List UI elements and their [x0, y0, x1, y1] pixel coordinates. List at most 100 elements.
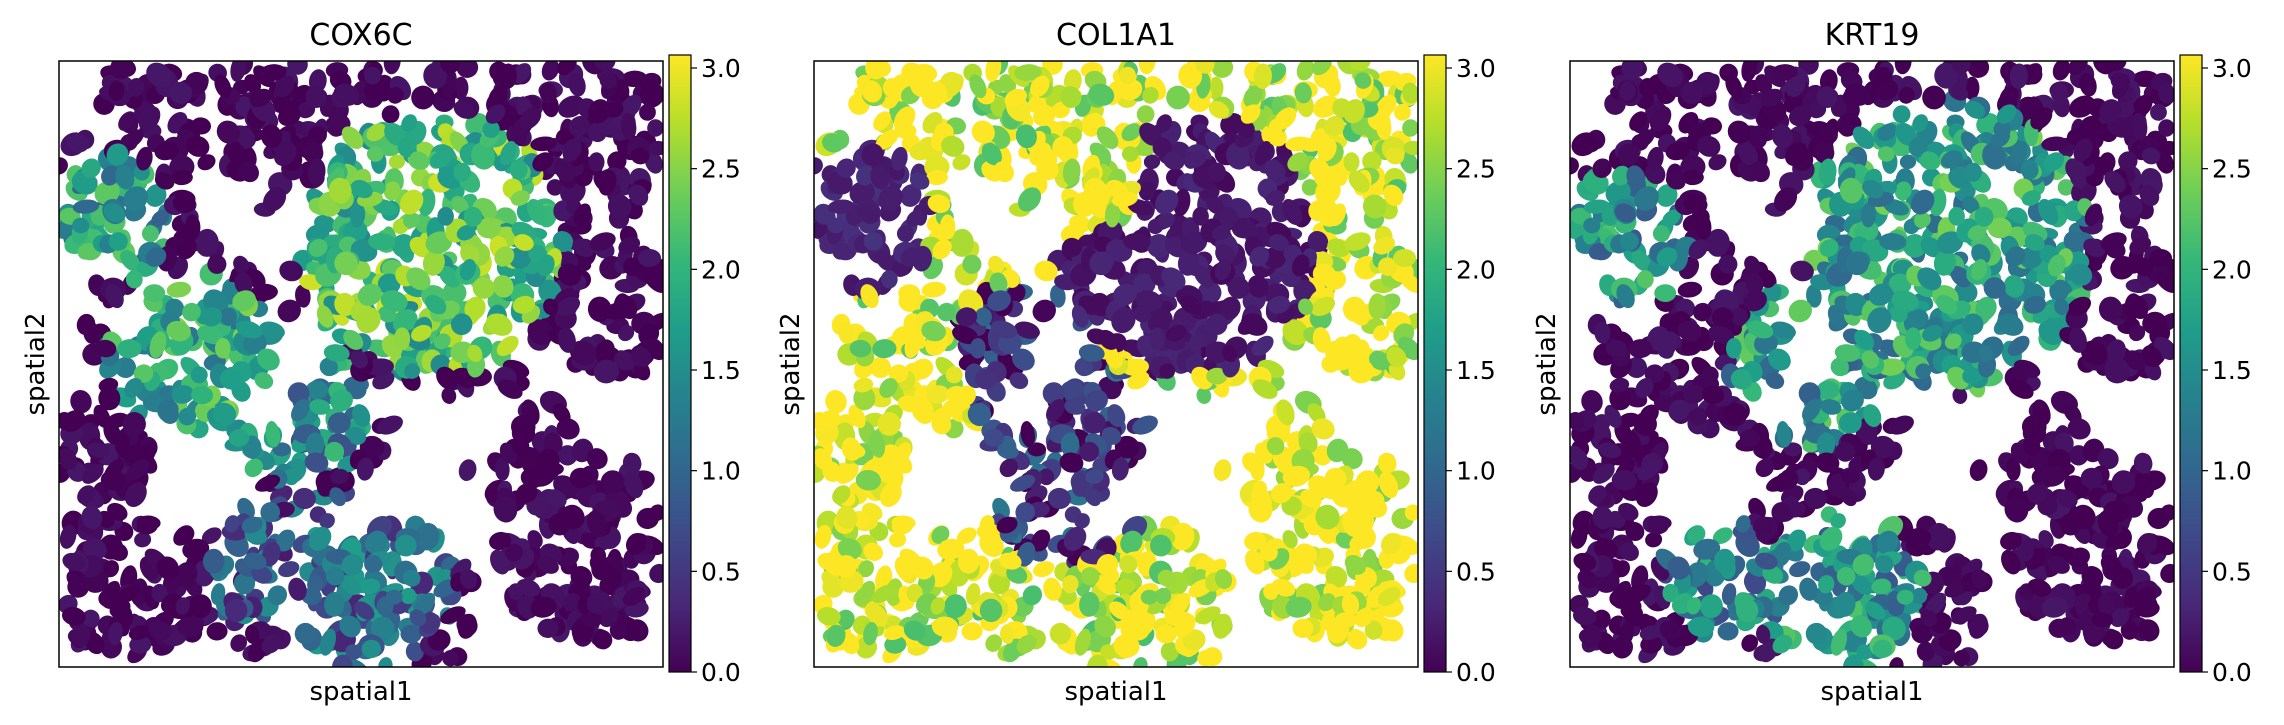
cell-point	[969, 337, 986, 359]
cell-point	[921, 281, 947, 298]
cell-point	[245, 625, 260, 644]
cell-point	[1583, 199, 1611, 214]
cell-point	[1755, 458, 1775, 478]
cell-point	[1373, 236, 1396, 255]
cell-point	[1841, 389, 1864, 412]
cell-point	[858, 560, 875, 578]
cell-point	[1015, 502, 1035, 523]
cell-point	[2052, 61, 2071, 81]
colorbar-tick-label: 1.0	[2212, 457, 2252, 486]
cell-point	[893, 106, 916, 132]
cell-point	[2038, 199, 2059, 226]
cell-point	[1631, 249, 1652, 272]
cell-point	[1870, 435, 1896, 459]
cell-point	[838, 321, 855, 344]
cell-point	[1211, 61, 1234, 78]
cell-point	[1593, 538, 1618, 560]
cell-point	[2047, 254, 2066, 277]
cell-point	[879, 378, 898, 398]
cell-point	[1933, 249, 1956, 276]
cell-point	[200, 307, 223, 327]
cell-point	[425, 231, 453, 254]
cell-point	[630, 147, 650, 165]
cell-point	[623, 471, 644, 499]
cell-point	[1875, 66, 1892, 85]
cell-point	[2099, 152, 2116, 172]
cell-point	[108, 80, 125, 102]
cell-point	[136, 518, 158, 535]
cell-point	[1096, 554, 1119, 576]
cell-point	[1867, 307, 1892, 334]
cell-point	[1016, 634, 1037, 654]
cell-point	[260, 124, 282, 149]
cell-point	[1403, 140, 1418, 156]
cell-point	[1121, 146, 1139, 162]
cell-point	[1071, 473, 1090, 497]
cell-point	[2131, 113, 2148, 141]
cell-point	[441, 387, 457, 405]
cell-point	[1263, 246, 1287, 269]
cell-point	[1721, 583, 1737, 606]
cell-point	[1964, 162, 1982, 182]
cell-point	[1328, 203, 1347, 227]
x-axis-label: spatial1	[309, 677, 412, 707]
cell-point	[931, 616, 959, 637]
cell-point	[397, 137, 417, 158]
cell-point	[1042, 61, 1063, 75]
cell-point	[230, 61, 247, 82]
cell-point	[1010, 474, 1036, 492]
cell-point	[1078, 344, 1105, 362]
cell-point	[1660, 331, 1678, 359]
cell-point	[2124, 293, 2142, 320]
cell-point	[1049, 622, 1072, 645]
cell-point	[1094, 615, 1116, 638]
cell-point	[1309, 158, 1331, 182]
cell-point	[836, 158, 856, 178]
cell-point	[2071, 504, 2096, 530]
cell-point	[2001, 549, 2021, 575]
cell-point	[2118, 151, 2138, 171]
cell-point	[1852, 126, 1875, 150]
cell-point	[1318, 593, 1336, 612]
cell-point	[294, 622, 317, 645]
cell-point	[1815, 452, 1840, 473]
cell-point	[442, 650, 459, 667]
cell-point	[254, 372, 274, 390]
cell-point	[1898, 86, 1915, 104]
cell-point	[437, 206, 454, 226]
cell-point	[599, 72, 617, 89]
cell-point	[1616, 284, 1635, 309]
cell-point	[900, 247, 922, 267]
cell-point	[1701, 366, 1719, 384]
cell-point	[1307, 230, 1329, 253]
cell-point	[1119, 66, 1136, 85]
cell-point	[955, 307, 978, 327]
cell-point	[870, 165, 890, 190]
cell-point	[1617, 143, 1640, 166]
cell-point	[1149, 534, 1172, 557]
cell-point	[219, 369, 242, 390]
cell-point	[537, 618, 559, 638]
cell-point	[1785, 142, 1808, 167]
cell-point	[1311, 296, 1336, 317]
cell-point	[1341, 510, 1363, 538]
cell-point	[1659, 620, 1682, 641]
colorbar-tick-label: 2.0	[1456, 255, 1496, 284]
cell-point	[1282, 530, 1298, 549]
cell-point	[580, 612, 603, 628]
cell-point	[1836, 566, 1856, 586]
cell-point	[1208, 162, 1226, 182]
cell-point	[1816, 432, 1836, 457]
cell-point	[1152, 137, 1172, 158]
cell-point	[1902, 234, 1927, 258]
cell-point	[1096, 126, 1119, 150]
cell-point	[81, 158, 101, 178]
cell-point	[562, 138, 582, 162]
cell-point	[1618, 502, 1639, 521]
cell-point	[259, 321, 285, 339]
cell-point	[124, 378, 143, 398]
cell-point	[1770, 321, 1796, 339]
cell-point	[557, 263, 582, 286]
cell-point	[1282, 465, 1311, 487]
cell-point	[1619, 542, 1639, 561]
